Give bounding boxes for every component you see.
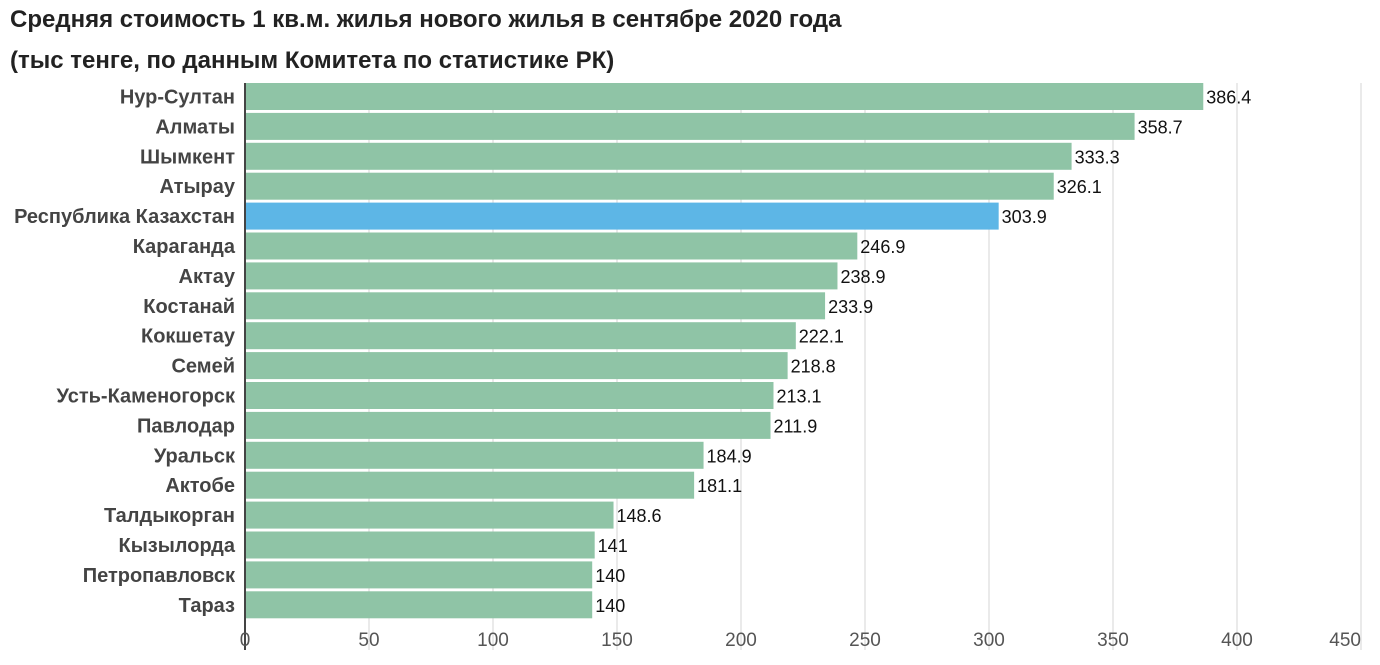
data-label: 181.1 (697, 476, 742, 496)
data-label: 246.9 (860, 237, 905, 257)
bar (245, 441, 704, 469)
data-label: 140 (595, 566, 625, 586)
data-label: 333.3 (1075, 147, 1120, 167)
bar (245, 531, 595, 559)
bar (245, 112, 1135, 140)
category-label: Семей (171, 356, 235, 378)
data-label: 386.4 (1206, 88, 1251, 108)
data-label: 211.9 (774, 416, 818, 436)
x-tick-label: 450 (1329, 630, 1361, 651)
data-label: 303.9 (1002, 207, 1047, 227)
category-label: Актобе (165, 475, 235, 497)
x-tick-label: 0 (240, 630, 251, 651)
chart-subtitle: (тыс тенге, по данным Комитета по статис… (10, 47, 615, 74)
category-label: Алматы (155, 116, 235, 138)
bar (245, 83, 1204, 110)
category-label: Талдыкорган (104, 505, 235, 527)
category-label: Атырау (159, 176, 235, 198)
bar (245, 202, 999, 230)
x-tick-label: 50 (358, 630, 379, 651)
bar (245, 322, 796, 350)
x-tick-label: 300 (973, 630, 1005, 651)
bar (245, 591, 593, 619)
bars (245, 83, 1204, 619)
bar (245, 352, 788, 380)
data-label: 148.6 (617, 506, 662, 526)
category-label: Шымкент (140, 146, 235, 168)
bar (245, 262, 838, 290)
bar (245, 471, 695, 499)
bar (245, 561, 593, 589)
category-label: Петропавловск (83, 565, 236, 587)
bar (245, 232, 858, 260)
bar (245, 411, 771, 439)
data-label: 140 (595, 596, 625, 616)
labels: 0 50 100 150 200 250 300 350 400 450 Нур-Султан 386… (14, 87, 1361, 652)
category-label: Кызылорда (118, 535, 235, 557)
category-label: Нур-Султан (120, 87, 235, 109)
category-label: Актау (179, 266, 236, 288)
data-label: 213.1 (776, 387, 821, 407)
category-label: Республика Казахстан (14, 206, 235, 228)
category-label: Уральск (154, 445, 236, 467)
data-label: 222.1 (799, 327, 844, 347)
x-tick-label: 350 (1097, 630, 1129, 651)
data-label: 358.7 (1138, 117, 1183, 137)
bar (245, 142, 1072, 170)
bar (245, 382, 774, 409)
data-label: 233.9 (828, 297, 873, 317)
x-tick-label: 100 (477, 630, 509, 651)
data-label: 218.8 (791, 357, 836, 377)
bar (245, 501, 614, 529)
data-label: 184.9 (707, 446, 752, 466)
category-label: Павлодар (137, 415, 235, 437)
x-tick-label: 250 (849, 630, 881, 651)
category-label: Усть-Каменогорск (57, 386, 236, 408)
category-label: Тараз (179, 595, 235, 617)
data-label: 326.1 (1057, 177, 1102, 197)
category-label: Костанай (143, 296, 235, 318)
bar (245, 172, 1054, 200)
data-label: 141 (598, 536, 628, 556)
x-tick-label: 400 (1221, 630, 1253, 651)
bar (245, 292, 826, 320)
data-label: 238.9 (840, 267, 885, 287)
category-label: Кокшетау (141, 326, 236, 348)
x-tick-label: 200 (725, 630, 757, 651)
chart-title: Средняя стоимость 1 кв.м. жилья нового ж… (10, 6, 842, 33)
x-tick-label: 150 (601, 630, 633, 651)
category-label: Караганда (133, 236, 236, 258)
